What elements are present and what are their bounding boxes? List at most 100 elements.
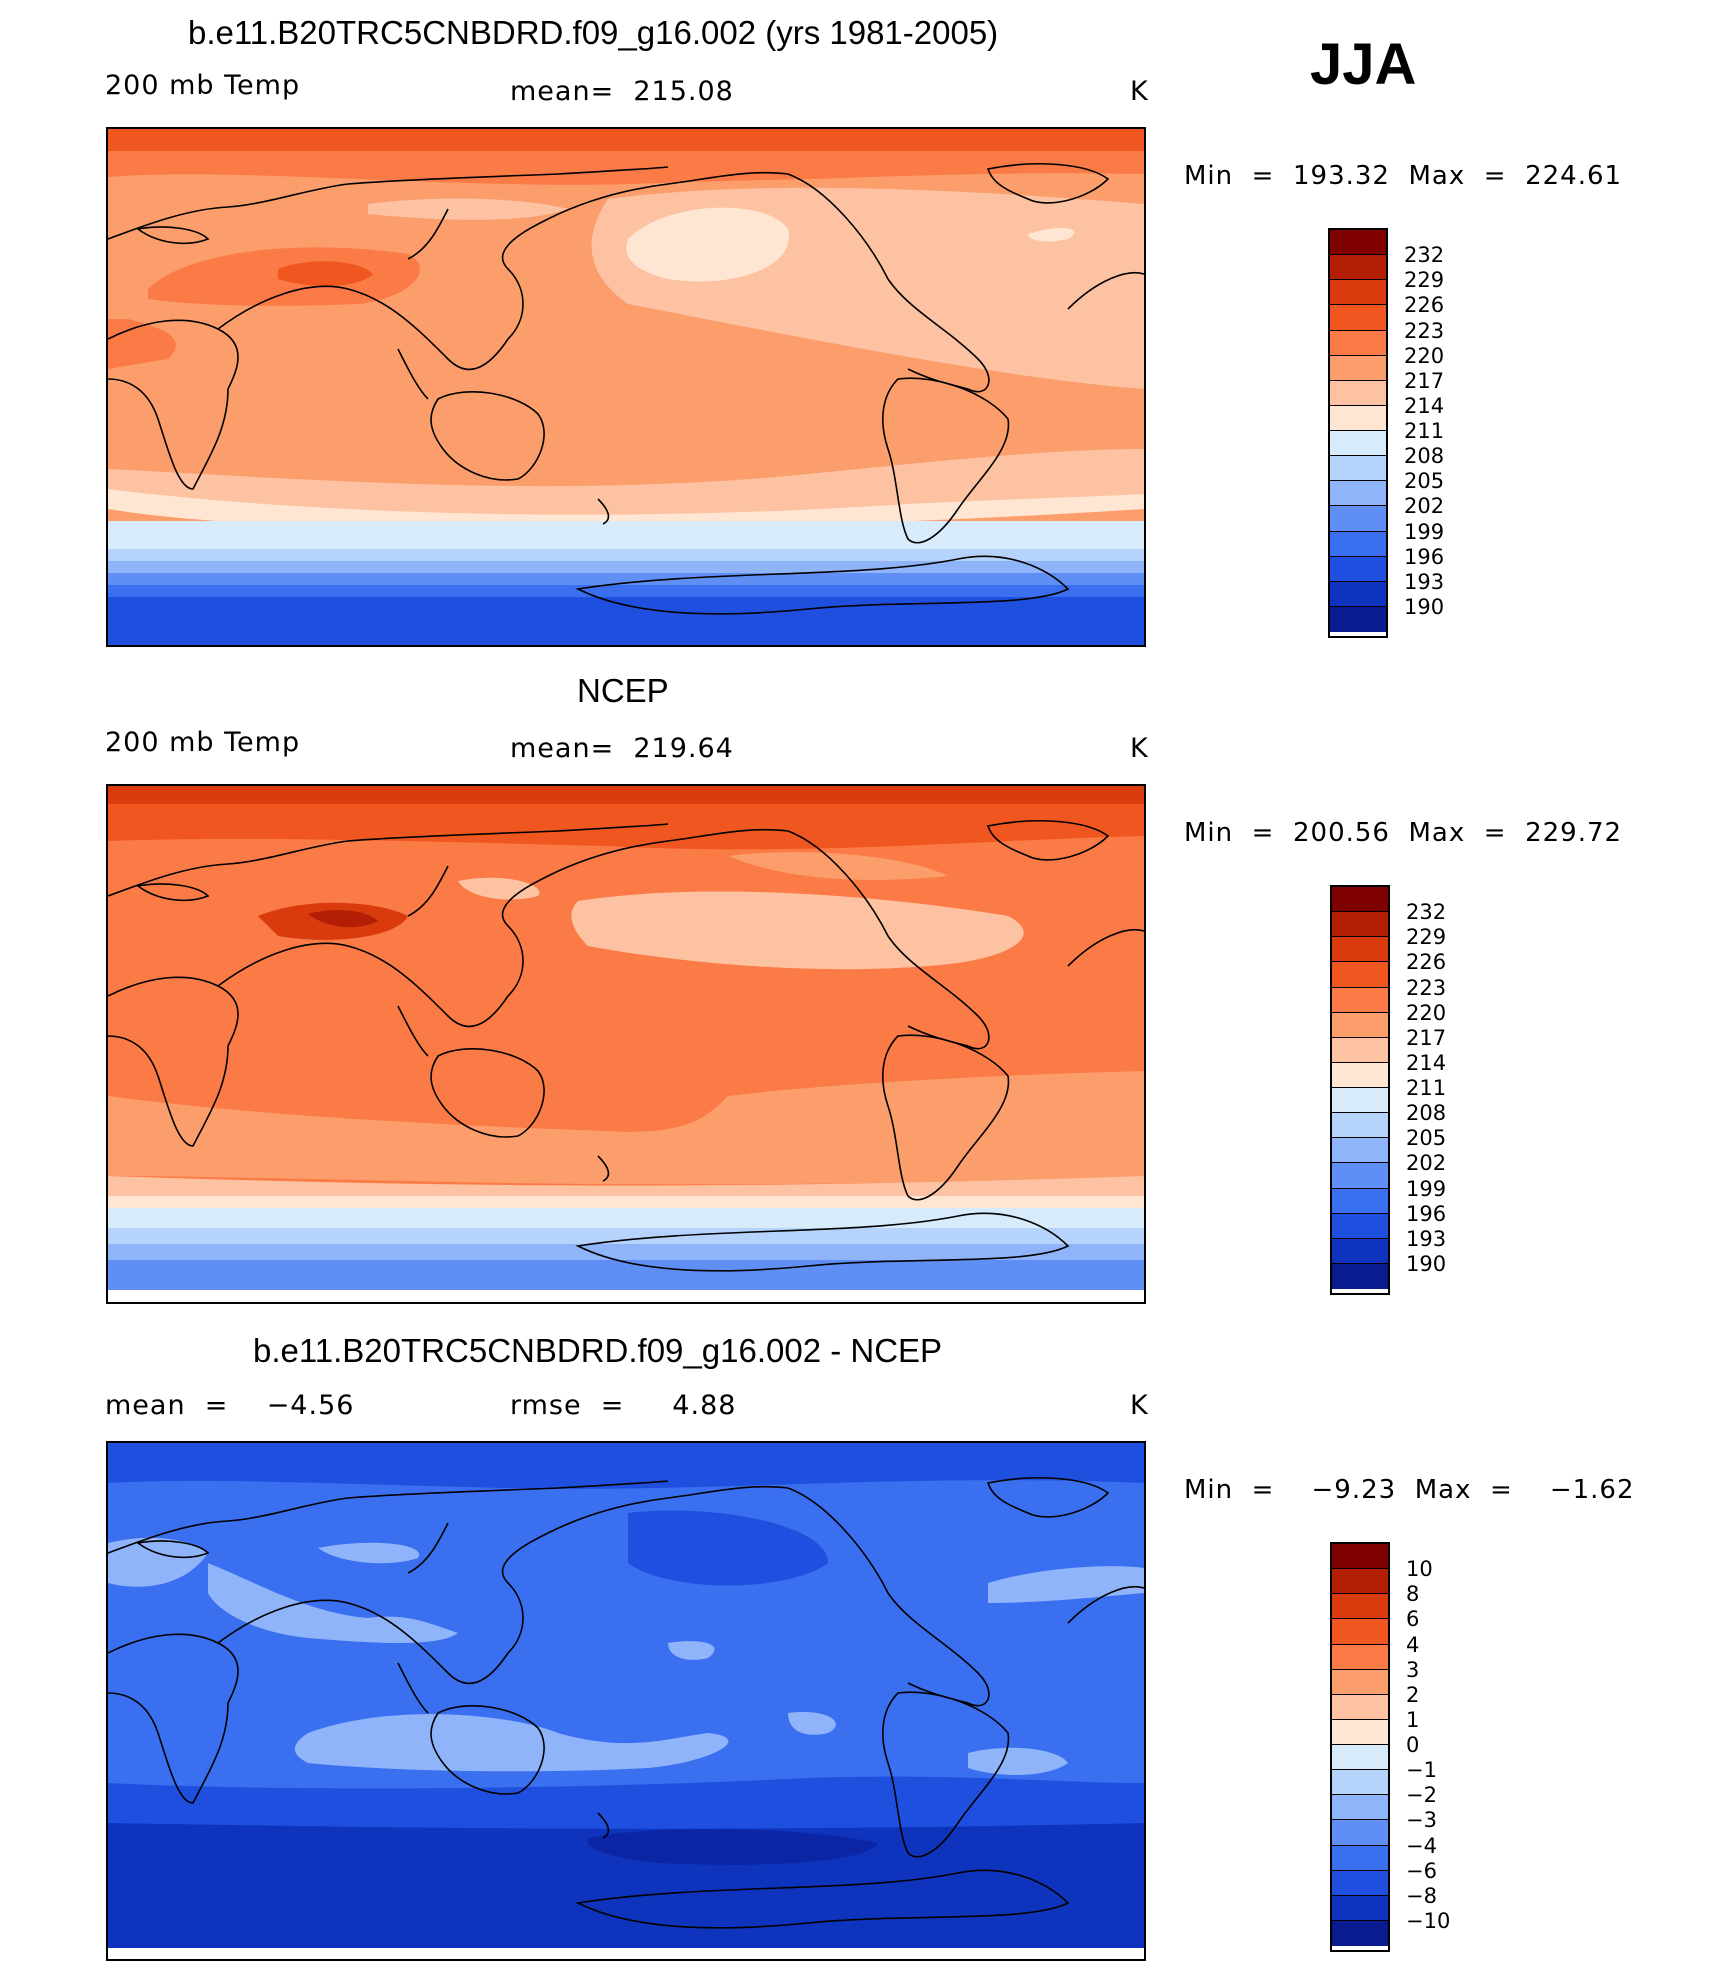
colorbar-swatch	[1330, 431, 1386, 457]
colorbar-swatch	[1332, 1770, 1388, 1796]
colorbar-swatch	[1330, 556, 1386, 582]
colorbar-label: 220	[1406, 1000, 1447, 1025]
colorbar-label: 8	[1406, 1582, 1420, 1607]
season-label: JJA	[1310, 32, 1417, 97]
colorbar-swatch	[1332, 1163, 1388, 1189]
colorbar-label: −10	[1406, 1908, 1451, 1933]
colorbar-label: 190	[1404, 594, 1445, 619]
colorbar-swatch	[1332, 1569, 1388, 1595]
colorbar-label: 220	[1404, 343, 1445, 368]
colorbar-label: 6	[1406, 1607, 1420, 1632]
colorbar-label: 0	[1406, 1733, 1420, 1757]
colorbar-label: 214	[1404, 393, 1445, 418]
colorbar-label: 229	[1406, 925, 1447, 950]
colorbar-label: 232	[1406, 900, 1447, 925]
panel-1-colorbar	[1328, 228, 1388, 638]
colorbar-label: 3	[1406, 1657, 1420, 1682]
panel-2-units-label: K	[1130, 733, 1149, 764]
colorbar-swatch	[1332, 1238, 1388, 1264]
panel-3-rmse-label: rmse = 4.88	[510, 1390, 737, 1421]
colorbar-swatch	[1332, 1694, 1388, 1720]
colorbar-label: 232	[1404, 243, 1445, 268]
colorbar-label: 190	[1406, 1251, 1447, 1276]
colorbar-label: 10	[1406, 1557, 1433, 1582]
colorbar-swatch	[1330, 255, 1386, 281]
colorbar-label: 199	[1404, 519, 1445, 544]
panel-2-map	[106, 784, 1146, 1304]
colorbar-swatch	[1332, 1544, 1388, 1570]
colorbar-label: 193	[1406, 1226, 1447, 1251]
panel-1-mean-label: mean= 215.08	[510, 76, 734, 107]
colorbar-label: 211	[1404, 419, 1445, 443]
panel-1-units-label: K	[1130, 76, 1149, 107]
panel-1-title: b.e11.B20TRC5CNBDRD.f09_g16.002 (yrs 198…	[188, 14, 999, 51]
colorbar-label: 2	[1406, 1682, 1420, 1707]
colorbar-label: 196	[1404, 544, 1445, 569]
colorbar-swatch	[1332, 1113, 1388, 1139]
colorbar-swatch	[1330, 280, 1386, 306]
colorbar-swatch	[1332, 1062, 1388, 1088]
colorbar-swatch	[1332, 887, 1388, 913]
panel-3-min-max: Min = −9.23 Max = −1.62	[1184, 1475, 1635, 1505]
colorbar-swatch	[1332, 987, 1388, 1013]
colorbar-label: 214	[1406, 1050, 1447, 1075]
colorbar-swatch	[1332, 962, 1388, 988]
colorbar-swatch	[1332, 1820, 1388, 1846]
colorbar-swatch	[1330, 606, 1386, 632]
panel-2-mean-label: mean= 219.64	[510, 733, 734, 764]
colorbar-swatch	[1332, 1895, 1388, 1921]
colorbar-label: 217	[1406, 1025, 1447, 1050]
colorbar-swatch	[1332, 1138, 1388, 1164]
colorbar-swatch	[1332, 1213, 1388, 1239]
colorbar-label: 223	[1404, 318, 1445, 343]
panel-3-map	[106, 1441, 1146, 1961]
panel-3-mean-label: mean = −4.56	[105, 1390, 355, 1421]
colorbar-swatch	[1332, 1870, 1388, 1896]
colorbar-label: 1	[1406, 1707, 1420, 1732]
colorbar-label: 193	[1404, 569, 1445, 594]
panel-2-colorbar	[1330, 885, 1390, 1295]
colorbar-label: −4	[1406, 1833, 1437, 1858]
colorbar-swatch	[1332, 1795, 1388, 1821]
panel-1-min-max: Min = 193.32 Max = 224.61	[1184, 161, 1623, 191]
colorbar-label: 226	[1406, 950, 1447, 975]
colorbar-swatch	[1330, 330, 1386, 356]
panel-2-title: NCEP	[577, 672, 669, 709]
panel-3-title: b.e11.B20TRC5CNBDRD.f09_g16.002 - NCEP	[253, 1332, 943, 1369]
colorbar-swatch	[1332, 1088, 1388, 1114]
colorbar-swatch	[1332, 1669, 1388, 1695]
colorbar-swatch	[1332, 912, 1388, 938]
colorbar-label: 196	[1406, 1201, 1447, 1226]
colorbar-swatch	[1332, 1263, 1388, 1289]
panel-3-colorbar	[1330, 1542, 1390, 1952]
colorbar-label: −8	[1406, 1883, 1437, 1908]
colorbar-swatch	[1332, 1012, 1388, 1038]
colorbar-swatch	[1330, 405, 1386, 431]
colorbar-swatch	[1332, 1594, 1388, 1620]
colorbar-label: −6	[1406, 1858, 1437, 1883]
panel-1-map	[106, 127, 1146, 647]
panel-3-units-label: K	[1130, 1390, 1149, 1421]
colorbar-label: −2	[1406, 1783, 1437, 1808]
colorbar-swatch	[1332, 1719, 1388, 1745]
colorbar-label: 202	[1406, 1151, 1447, 1176]
colorbar-swatch	[1330, 506, 1386, 532]
colorbar-label: 4	[1406, 1632, 1420, 1657]
colorbar-swatch	[1330, 581, 1386, 607]
colorbar-label: 205	[1406, 1126, 1447, 1151]
colorbar-swatch	[1332, 1745, 1388, 1771]
colorbar-swatch	[1332, 1845, 1388, 1871]
colorbar-swatch	[1332, 1644, 1388, 1670]
colorbar-swatch	[1332, 1920, 1388, 1946]
panel-1-variable-label: 200 mb Temp	[105, 70, 301, 101]
colorbar-swatch	[1330, 456, 1386, 482]
colorbar-swatch	[1330, 481, 1386, 507]
colorbar-label: 205	[1404, 469, 1445, 494]
colorbar-label: 208	[1406, 1101, 1447, 1126]
colorbar-label: −3	[1406, 1808, 1437, 1833]
colorbar-swatch	[1332, 937, 1388, 963]
colorbar-swatch	[1330, 355, 1386, 381]
colorbar-swatch	[1332, 1619, 1388, 1645]
colorbar-swatch	[1330, 305, 1386, 331]
colorbar-label: 217	[1404, 368, 1445, 393]
